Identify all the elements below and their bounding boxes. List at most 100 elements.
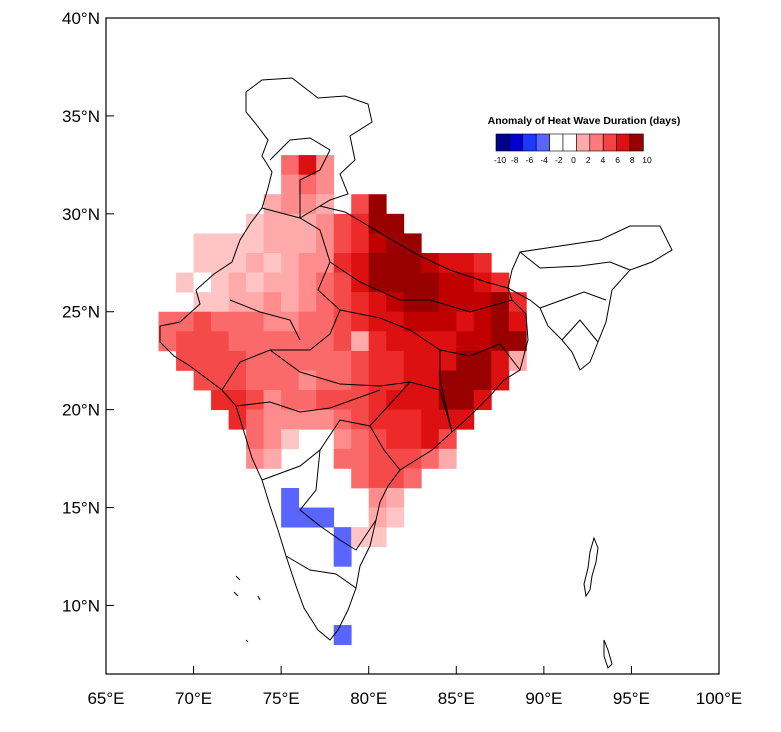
grid-cell — [246, 233, 265, 254]
grid-cell — [316, 390, 335, 411]
legend-color-box — [616, 133, 631, 152]
grid-cell — [386, 292, 405, 313]
grid-cell — [351, 233, 370, 254]
grid-cell — [368, 311, 387, 332]
grid-cell — [246, 370, 265, 391]
grid-cell — [386, 331, 405, 352]
legend-color-box — [602, 133, 617, 152]
lat-tick-label: 20°N — [62, 401, 100, 420]
grid-cell — [473, 370, 492, 391]
grid-cell — [491, 370, 510, 391]
grid-cell — [298, 252, 317, 273]
state-boundary-6 — [261, 419, 401, 481]
grid-cell — [421, 350, 440, 371]
grid-cell — [263, 390, 282, 411]
legend-color-box — [576, 133, 591, 152]
grid-cell — [368, 390, 387, 411]
grid-cell — [281, 429, 300, 450]
legend-tick-label: 8 — [630, 155, 635, 165]
legend-title: Anomaly of Heat Wave Duration (days) — [488, 115, 681, 127]
lon-tick-label: 70°E — [175, 689, 212, 708]
grid-cell — [246, 272, 265, 293]
grid-cell — [246, 429, 265, 450]
grid-cell — [386, 409, 405, 430]
grid-cell — [333, 311, 352, 332]
grid-cell — [193, 350, 212, 371]
grid-cell — [491, 311, 510, 332]
grid-cell — [281, 370, 300, 391]
grid-cell — [438, 252, 457, 273]
grid-cell — [333, 546, 352, 567]
grid-cell — [211, 233, 229, 254]
state-boundary-11 — [269, 137, 331, 218]
grid-cell — [316, 292, 335, 313]
grid-cell — [368, 468, 387, 489]
grid-cell — [421, 292, 440, 313]
grid-cell — [386, 487, 405, 508]
grid-cell — [386, 448, 405, 469]
grid-cell — [211, 272, 229, 293]
grid-cell — [228, 292, 247, 313]
grid-cell — [316, 311, 335, 332]
lakshadweep-islands — [233, 575, 261, 643]
grid-cell — [246, 292, 265, 313]
grid-cell — [508, 311, 527, 332]
grid-cell — [333, 233, 352, 254]
grid-cell — [351, 311, 370, 332]
grid-cell — [351, 468, 370, 489]
grid-cell — [333, 292, 352, 313]
legend-color-box — [535, 133, 550, 152]
grid-cell — [316, 233, 335, 254]
grid-cell — [281, 155, 300, 176]
grid-cell — [386, 350, 405, 371]
legend-color-box — [589, 133, 604, 152]
grid-cell — [438, 272, 457, 293]
grid-cell — [228, 331, 247, 352]
grid-cell — [386, 272, 405, 293]
state-boundary-13 — [229, 299, 301, 341]
grid-cell — [456, 370, 475, 391]
grid-cell — [491, 350, 510, 371]
lon-tick-label: 85°E — [438, 689, 475, 708]
grid-cell — [211, 331, 229, 352]
grid-cell — [456, 252, 475, 273]
grid-cell — [281, 350, 300, 371]
grid-cell — [368, 331, 387, 352]
grid-cell — [333, 429, 352, 450]
grid-cell — [298, 155, 317, 176]
grid-cell — [246, 213, 265, 234]
grid-cell — [281, 213, 300, 234]
ne-internal-3 — [561, 319, 599, 343]
grid-cell — [263, 409, 282, 430]
grid-cell — [333, 527, 352, 548]
grid-cell — [351, 429, 370, 450]
india-outline — [159, 77, 529, 641]
grid-cell — [351, 527, 370, 548]
legend-tick-label: -10 — [494, 155, 507, 165]
grid-cell — [316, 507, 335, 528]
grid-cell — [351, 331, 370, 352]
grid-cell — [228, 311, 247, 332]
grid-cell — [368, 507, 387, 528]
grid-cell — [333, 448, 352, 469]
legend-color-bar — [495, 133, 644, 152]
grid-cell — [368, 487, 387, 508]
grid-cell — [298, 331, 317, 352]
grid-cell — [193, 331, 212, 352]
grid-cell — [316, 409, 335, 430]
grid-cell — [491, 331, 510, 352]
state-boundary-5 — [235, 389, 381, 413]
grid-cell — [421, 252, 440, 273]
ne-internal-1 — [519, 251, 631, 271]
grid-cell — [386, 370, 405, 391]
grid-cell — [368, 448, 387, 469]
grid-cell — [421, 409, 440, 430]
grid-cell — [438, 331, 457, 352]
grid-cell — [176, 350, 194, 371]
grid-cell — [386, 390, 405, 411]
map-frame — [105, 17, 720, 675]
grid-cell — [333, 331, 352, 352]
state-boundary-4 — [269, 349, 453, 433]
legend-tick-label: -2 — [555, 155, 563, 165]
grid-cell — [281, 252, 300, 273]
